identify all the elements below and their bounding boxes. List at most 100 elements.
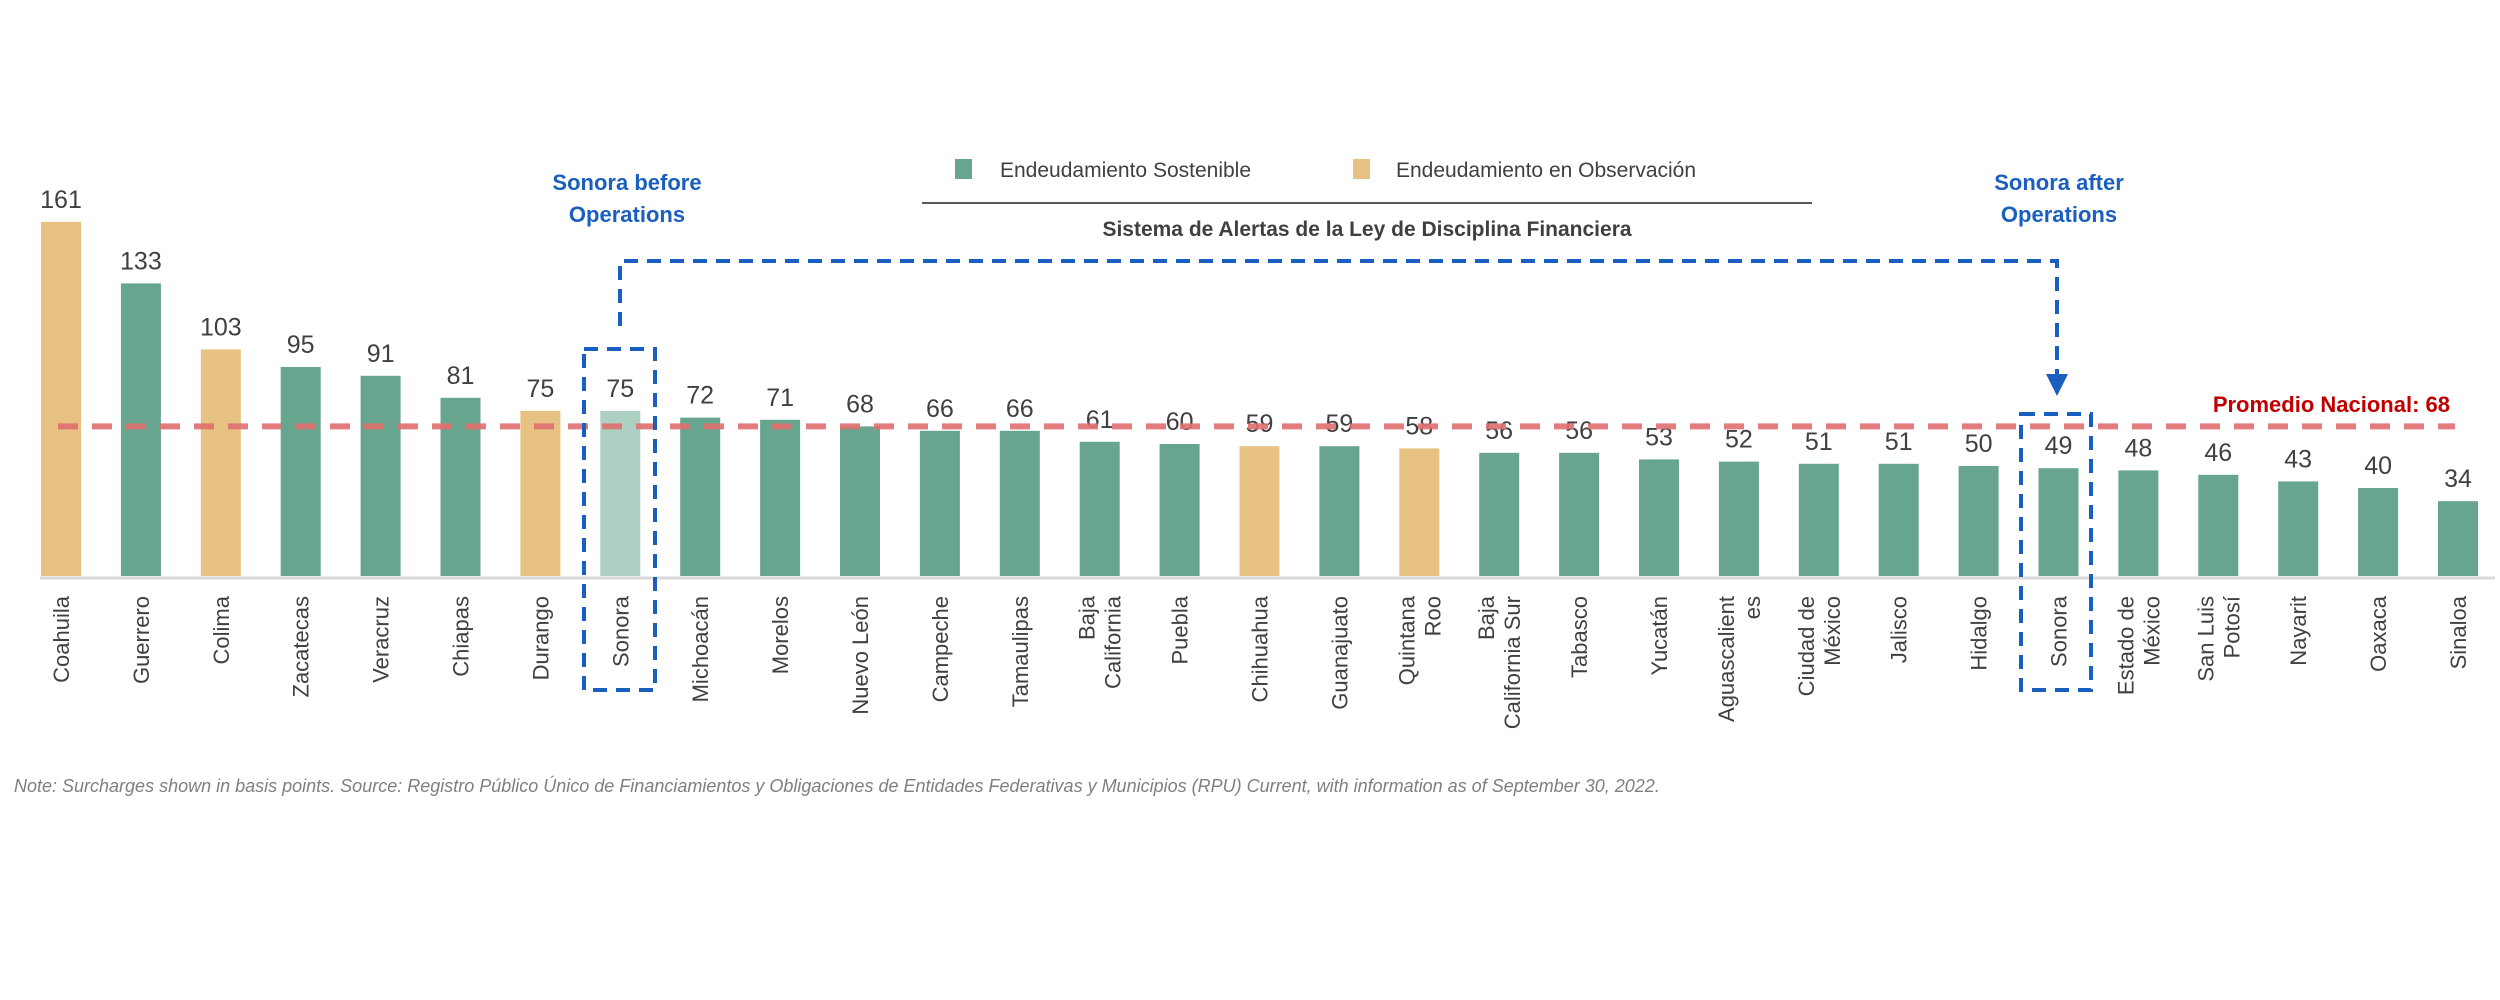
data-label-7: 75 <box>606 375 634 403</box>
data-label-9: 71 <box>766 384 794 412</box>
connector-arrow-path <box>618 259 2059 375</box>
legend-label-observacion: Endeudamiento en Observación <box>1396 159 1696 182</box>
bar-20 <box>1639 459 1679 576</box>
legend-swatch-observacion <box>1353 159 1370 179</box>
sonora-after-highlight-box <box>2019 412 2093 692</box>
data-label-24: 50 <box>1965 430 1993 458</box>
legend-title: Sistema de Alertas de la Ley de Discipli… <box>1102 218 1631 241</box>
category-label-28: Nayarit <box>2286 596 2311 666</box>
data-label-19: 56 <box>1565 417 1593 445</box>
category-label-2: Colima <box>209 595 234 664</box>
category-label-10: Nuevo León <box>848 596 873 715</box>
data-label-18: 56 <box>1485 417 1513 445</box>
bar-3 <box>280 367 321 576</box>
bar-25 <box>2038 468 2079 576</box>
annotation-0-line-1: Operations <box>569 202 685 227</box>
category-label-29: Oaxaca <box>2366 595 2391 672</box>
bar-7 <box>600 411 641 576</box>
category-label-0: Coahuila <box>49 595 74 683</box>
arrow-head-icon <box>2046 374 2068 396</box>
category-label-18: BajaCalifornia Sur <box>1474 595 1525 729</box>
category-label-1: Guerrero <box>129 596 154 684</box>
category-label-24: Hidalgo <box>1967 596 1992 671</box>
data-label-5: 81 <box>447 362 475 390</box>
category-label-4: Veracruz <box>369 596 394 683</box>
bar-6 <box>520 411 561 576</box>
data-label-1: 133 <box>120 247 162 275</box>
source-note: Note: Surcharges shown in basis points. … <box>14 776 1660 796</box>
bar-24 <box>1958 466 1999 576</box>
data-label-21: 52 <box>1725 426 1753 454</box>
bar-17 <box>1399 448 1440 576</box>
data-label-2: 103 <box>200 313 242 341</box>
category-label-3: Zacatecas <box>289 596 314 698</box>
category-label-22: Ciudad deMéxico <box>1794 596 1845 696</box>
bar-13 <box>1079 441 1120 576</box>
category-label-13: BajaCalifornia <box>1075 595 1126 689</box>
category-label-19: Tabasco <box>1567 596 1592 678</box>
data-label-25: 49 <box>2045 432 2073 460</box>
bar-30 <box>2438 501 2478 576</box>
bar-15 <box>1239 446 1280 576</box>
bar-23 <box>1878 463 1919 576</box>
data-label-8: 72 <box>686 382 714 410</box>
data-label-29: 40 <box>2364 452 2392 480</box>
data-label-13: 61 <box>1086 406 1114 434</box>
category-label-11: Campeche <box>928 596 953 702</box>
legend-swatch-sostenible <box>955 159 972 179</box>
annotation-0-line-0: Sonora before <box>552 170 701 195</box>
category-label-8: Michoacán <box>688 596 713 702</box>
bar-22 <box>1798 463 1839 576</box>
bar-29 <box>2358 488 2399 576</box>
category-label-9: Morelos <box>768 596 793 674</box>
bar-0 <box>41 221 81 577</box>
data-label-14: 60 <box>1166 408 1194 436</box>
data-label-23: 51 <box>1885 428 1913 456</box>
category-label-21: Aguascalientes <box>1714 596 1765 722</box>
bar-16 <box>1319 446 1360 576</box>
bar-2 <box>200 349 241 576</box>
category-label-20: Yucatán <box>1647 596 1672 676</box>
bar-28 <box>2278 481 2319 576</box>
bar-4 <box>360 375 401 576</box>
category-label-17: QuintanaRoo <box>1394 595 1445 685</box>
data-label-27: 46 <box>2204 439 2232 467</box>
data-label-28: 43 <box>2284 445 2312 473</box>
bar-14 <box>1159 444 1200 576</box>
data-label-4: 91 <box>367 340 395 368</box>
bar-10 <box>840 426 880 576</box>
legend-label-sostenible: Endeudamiento Sostenible <box>1000 159 1251 182</box>
annotation-1-line-1: Operations <box>2001 202 2117 227</box>
data-label-12: 66 <box>1006 395 1034 423</box>
category-label-26: Estado deMéxico <box>2113 596 2164 695</box>
category-label-15: Chihuahua <box>1248 595 1273 702</box>
category-label-30: Sinaloa <box>2446 595 2471 669</box>
bar-11 <box>919 430 960 576</box>
sonora-before-highlight-box <box>582 347 657 692</box>
bar-18 <box>1479 452 1520 576</box>
category-label-12: Tamaulipas <box>1008 596 1033 707</box>
category-label-16: Guanajuato <box>1327 596 1352 710</box>
category-label-27: San LuisPotosí <box>2193 596 2244 682</box>
average-label: Promedio Nacional: 68 <box>2213 392 2450 417</box>
bar-12 <box>999 430 1040 576</box>
category-label-14: Puebla <box>1168 595 1193 664</box>
category-label-7: Sonora <box>608 595 633 667</box>
annotation-1-line-0: Sonora after <box>1994 170 2124 195</box>
bar-19 <box>1559 452 1600 576</box>
category-label-6: Durango <box>528 596 553 680</box>
category-label-5: Chiapas <box>449 596 474 677</box>
category-label-23: Jalisco <box>1887 596 1912 663</box>
bar-27 <box>2198 474 2239 576</box>
bar-21 <box>1718 461 1759 576</box>
category-label-25: Sonora <box>2047 595 2072 667</box>
data-label-30: 34 <box>2444 465 2472 493</box>
data-label-6: 75 <box>526 375 554 403</box>
bar-1 <box>120 283 161 576</box>
bar-26 <box>2118 470 2159 576</box>
data-label-11: 66 <box>926 395 954 423</box>
data-label-3: 95 <box>287 331 315 359</box>
bar-9 <box>760 419 801 576</box>
bar-8 <box>680 417 721 576</box>
